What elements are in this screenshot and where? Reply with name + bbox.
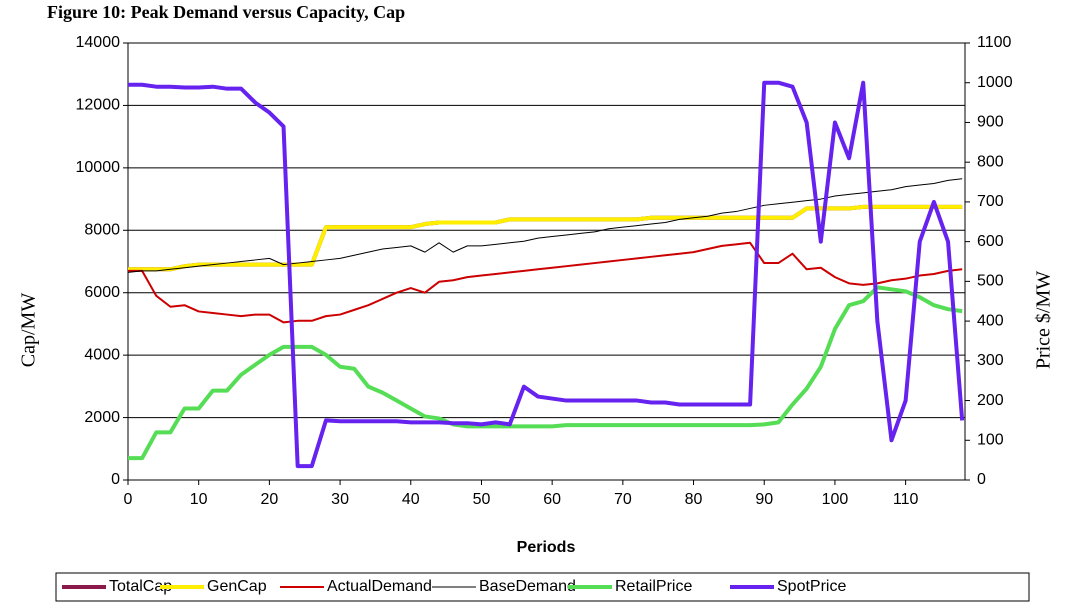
y2-tick-label: 200 <box>977 392 1004 409</box>
x-tick-label: 10 <box>190 491 208 508</box>
y2-tick-label: 1000 <box>977 74 1013 91</box>
y2-tick-label: 800 <box>977 153 1004 170</box>
y2-tick-label: 1100 <box>977 34 1012 51</box>
y2-tick-label: 0 <box>977 471 986 488</box>
x-tick-label: 110 <box>893 491 919 508</box>
x-tick-label: 80 <box>685 491 703 508</box>
legend-label: GenCap <box>207 578 267 595</box>
y-tick-label: 0 <box>111 471 120 488</box>
y-tick-label: 8000 <box>84 222 120 239</box>
legend-label: BaseDemand <box>479 578 576 595</box>
legend-label: ActualDemand <box>327 578 432 595</box>
series-line <box>128 241 963 324</box>
y-tick-label: 2000 <box>84 409 120 426</box>
y2-tick-label: 400 <box>977 312 1004 329</box>
x-axis-title: Periods <box>517 539 576 556</box>
y2-tick-label: 100 <box>977 431 1004 448</box>
x-tick-label: 60 <box>543 491 561 508</box>
x-tick-label: 70 <box>614 491 632 508</box>
x-tick-label: 90 <box>755 491 773 508</box>
x-tick-label: 20 <box>260 491 278 508</box>
y-axis-title: Cap/MW <box>18 293 40 368</box>
x-tick-label: 0 <box>124 491 133 508</box>
y-tick-label: 12000 <box>76 97 121 114</box>
y2-tick-label: 700 <box>977 193 1004 210</box>
chart-title: Figure 10: Peak Demand versus Capacity, … <box>47 2 405 22</box>
legend-label: TotalCap <box>109 578 172 595</box>
y2-axis-title: Price $/MW <box>1033 271 1055 369</box>
y2-tick-label: 900 <box>977 114 1004 131</box>
series-line <box>128 80 965 469</box>
y-tick-label: 6000 <box>84 284 120 301</box>
legend-label: SpotPrice <box>777 578 846 595</box>
x-tick-label: 50 <box>473 491 491 508</box>
series-line <box>128 285 963 461</box>
legend-label: RetailPrice <box>615 578 692 595</box>
y-tick-label: 14000 <box>76 34 121 51</box>
legend-box <box>55 572 1030 602</box>
y2-tick-label: 300 <box>977 352 1004 369</box>
y2-tick-label: 500 <box>977 273 1004 290</box>
x-tick-label: 40 <box>402 491 420 508</box>
y-tick-label: 10000 <box>76 159 121 176</box>
x-tick-label: 100 <box>822 491 849 508</box>
x-tick-label: 30 <box>331 491 349 508</box>
series-line <box>127 178 963 273</box>
y-tick-label: 4000 <box>84 346 120 363</box>
y2-tick-label: 600 <box>977 233 1004 250</box>
